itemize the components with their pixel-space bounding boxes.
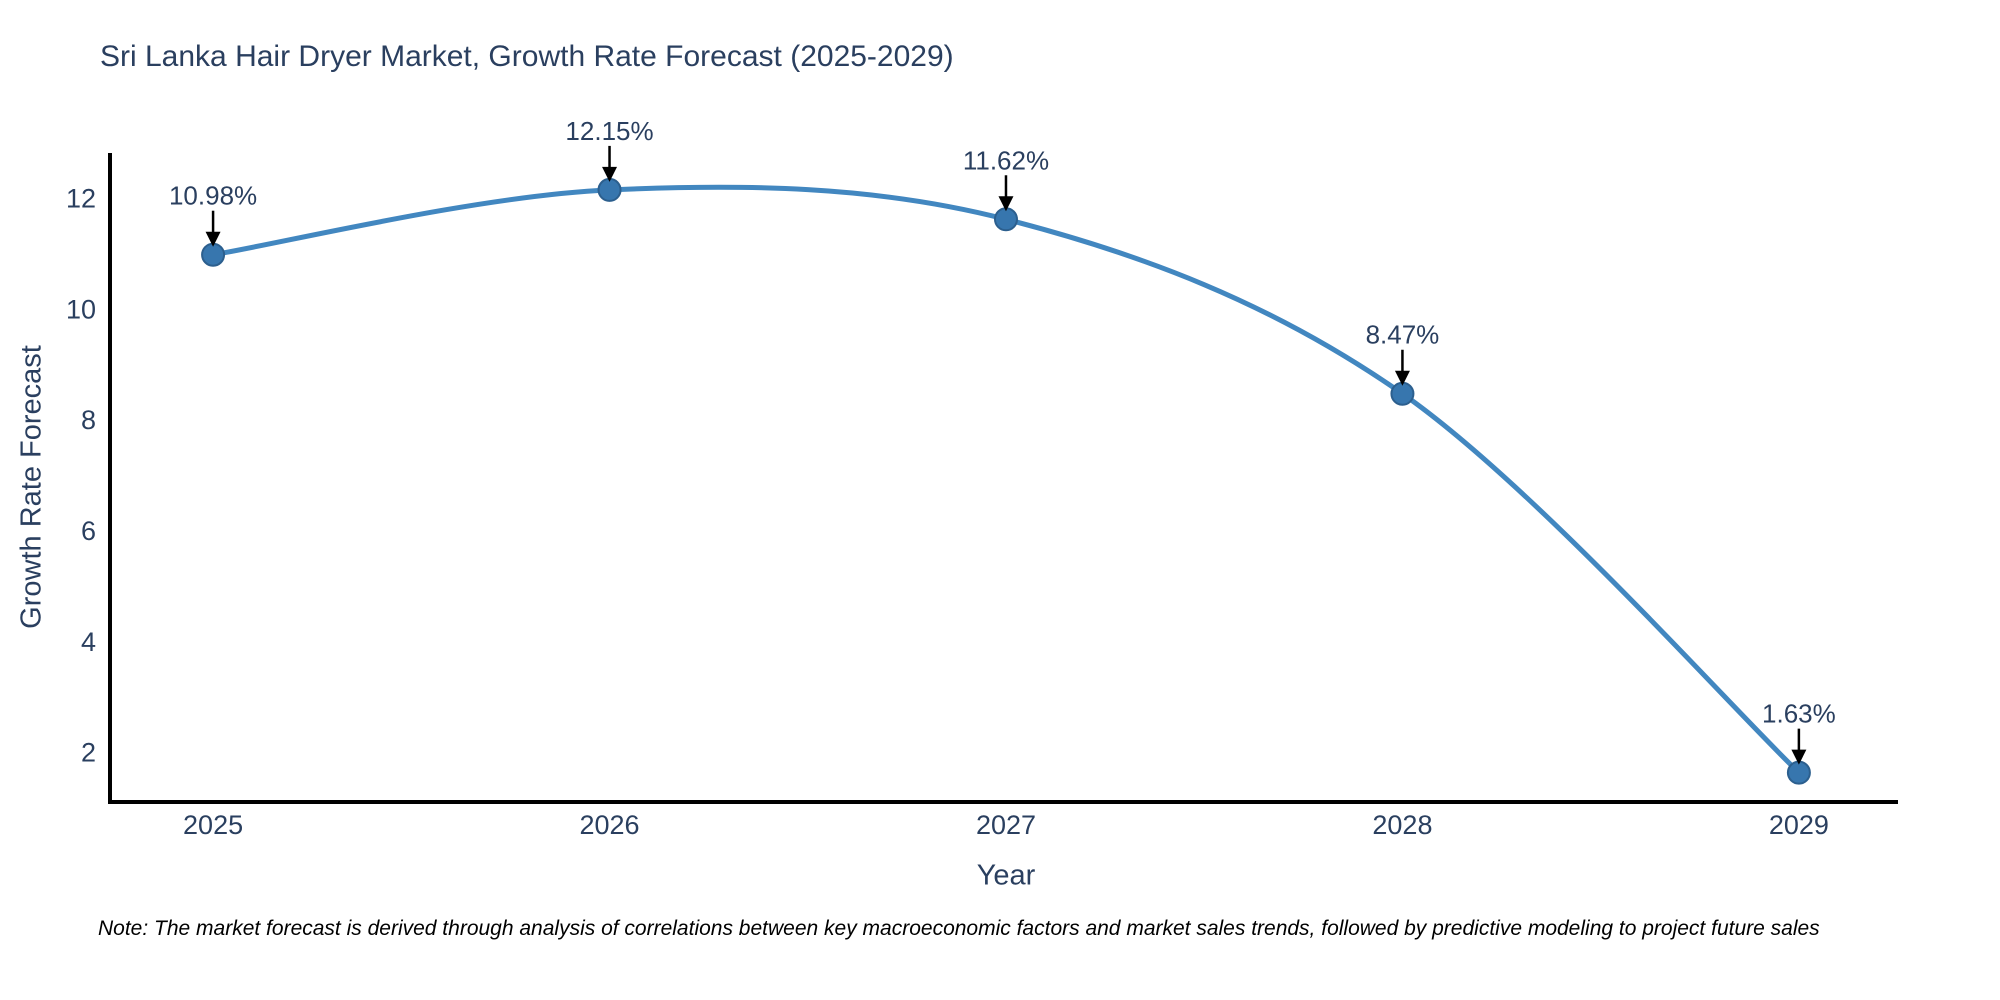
- footnote: Note: The market forecast is derived thr…: [98, 917, 1820, 940]
- x-tick-label-2025: 2025: [183, 810, 243, 840]
- y-tick-label-8: 8: [81, 405, 96, 435]
- data-point-2027[interactable]: [993, 207, 1018, 232]
- annotation-arrowhead-2027: [998, 196, 1014, 212]
- data-point-2026[interactable]: [597, 177, 622, 202]
- x-tick-label-2029: 2029: [1769, 810, 1829, 840]
- chart-title: Sri Lanka Hair Dryer Market, Growth Rate…: [100, 40, 954, 73]
- annotation-label-2029: 1.63%: [1762, 699, 1836, 729]
- x-axis-title: Year: [976, 859, 1036, 892]
- annotation-arrowhead-2025: [205, 231, 221, 247]
- annotation-arrowhead-2028: [1394, 370, 1410, 386]
- x-tick-label-2026: 2026: [579, 810, 639, 840]
- annotation-arrowhead-2029: [1791, 749, 1807, 765]
- data-point-2029[interactable]: [1786, 760, 1811, 785]
- annotation-arrowhead-2026: [602, 166, 618, 182]
- x-tick-label-2027: 2027: [976, 810, 1036, 840]
- data-point-2028[interactable]: [1390, 381, 1415, 406]
- y-tick-label-4: 4: [81, 627, 96, 657]
- x-tick-label-2028: 2028: [1372, 810, 1432, 840]
- annotation-label-2028: 8.47%: [1366, 320, 1440, 350]
- annotation-label-2026: 12.15%: [565, 116, 653, 146]
- y-tick-label-12: 12: [66, 184, 96, 214]
- y-tick-label-6: 6: [81, 516, 96, 546]
- y-tick-label-2: 2: [81, 738, 96, 768]
- forecast-line: [210, 184, 1802, 776]
- y-tick-label-10: 10: [66, 294, 96, 324]
- annotation-label-2027: 11.62%: [963, 145, 1049, 175]
- annotation-label-2025: 10.98%: [169, 181, 257, 211]
- data-point-2025[interactable]: [201, 242, 226, 267]
